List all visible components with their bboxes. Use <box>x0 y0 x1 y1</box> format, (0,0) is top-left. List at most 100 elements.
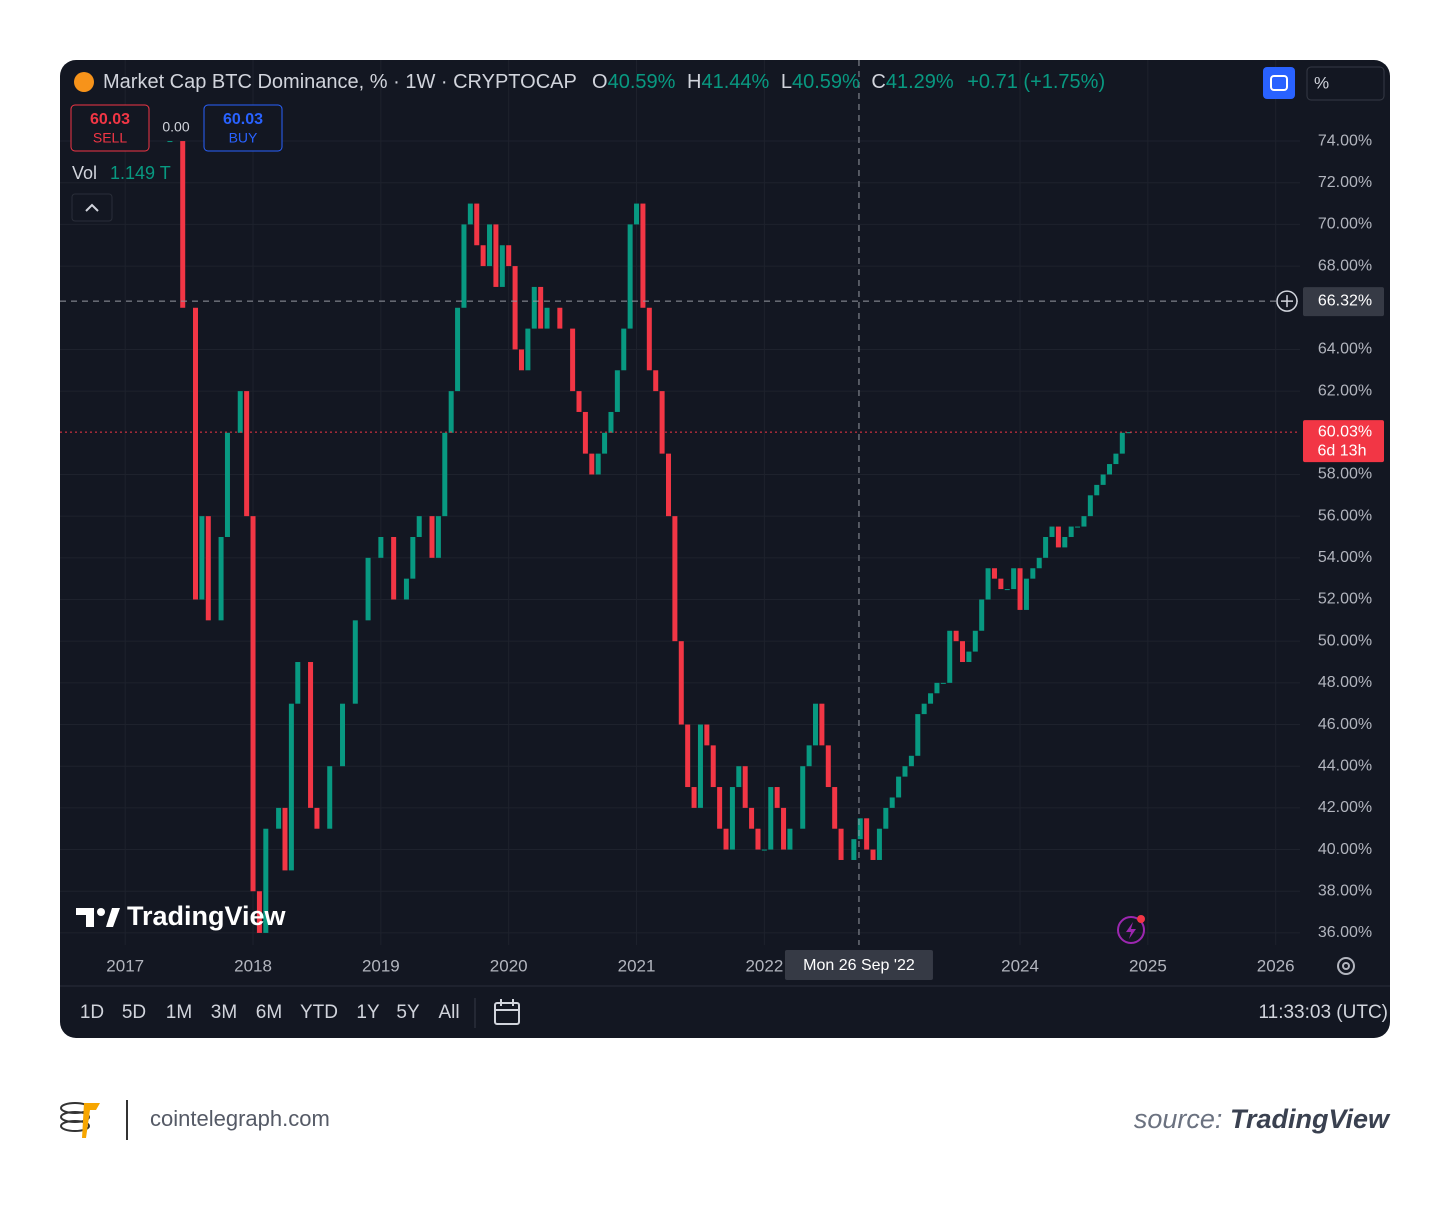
y-tick-label: 44.00% <box>1318 757 1372 774</box>
y-tick-label: 40.00% <box>1318 841 1372 858</box>
alert-icon[interactable] <box>1117 916 1145 944</box>
range-button[interactable]: YTD <box>300 1002 338 1023</box>
candle <box>640 203 646 308</box>
candle <box>1081 516 1087 527</box>
candle <box>646 307 652 371</box>
source-name: TradingView <box>1230 1104 1391 1134</box>
compare-button[interactable] <box>1263 67 1295 99</box>
candle <box>327 766 333 829</box>
range-button[interactable]: 5Y <box>396 1002 420 1023</box>
candle <box>614 370 620 412</box>
candle <box>832 787 838 829</box>
calendar-icon[interactable] <box>494 999 520 1025</box>
candle <box>896 776 902 798</box>
x-tick-label: 2020 <box>490 956 528 975</box>
x-tick-label: 2026 <box>1257 956 1295 975</box>
settings-icon[interactable] <box>1337 957 1355 975</box>
ohlc-key: H <box>687 71 701 93</box>
candle <box>870 849 876 860</box>
range-button[interactable]: 1D <box>80 1002 104 1023</box>
candle <box>883 807 889 829</box>
candle <box>416 516 422 537</box>
plot-area <box>167 141 1132 933</box>
candle <box>1043 536 1049 558</box>
scale-field[interactable] <box>1306 66 1385 101</box>
clock: 11:33:03 (UTC) <box>1258 1002 1388 1023</box>
candle <box>697 724 703 808</box>
collapse-button[interactable] <box>71 193 113 222</box>
coin-icon <box>74 72 94 92</box>
candle <box>518 349 524 371</box>
overlay: 60.03% 6d 13h 66.32% Mon 26 Sep '22 <box>60 60 1384 980</box>
x-tick-label: 2019 <box>362 956 400 975</box>
range-button[interactable]: 1M <box>166 1002 192 1023</box>
candle <box>774 787 780 808</box>
y-tick-label: 74.00% <box>1318 132 1372 149</box>
range-button[interactable]: 1Y <box>356 1002 380 1023</box>
candle <box>908 755 914 767</box>
candle <box>314 807 320 829</box>
cointelegraph-logo <box>60 1102 100 1138</box>
candle <box>889 797 895 808</box>
candle <box>295 662 301 704</box>
x-axis: 2017 2018 2019 2020 2021 2022 2024 2025 2026 <box>106 956 1294 975</box>
buy-button[interactable] <box>203 104 283 152</box>
candle <box>602 432 608 454</box>
y-tick-label: 72.00% <box>1318 174 1372 191</box>
candle <box>378 536 384 558</box>
candle <box>819 703 825 746</box>
candle <box>1126 432 1132 434</box>
candle <box>467 203 473 225</box>
candle <box>1107 464 1113 475</box>
candle <box>1049 526 1055 537</box>
candle <box>781 807 787 850</box>
candle <box>199 516 205 600</box>
y-tick-label: 48.00% <box>1318 674 1372 691</box>
candle <box>960 641 966 663</box>
candle <box>934 682 940 694</box>
candle <box>825 745 831 788</box>
range-button[interactable]: 3M <box>211 1002 237 1023</box>
candle <box>1036 557 1042 569</box>
candle <box>928 693 934 704</box>
candle <box>653 370 659 392</box>
candle <box>218 536 224 621</box>
candle <box>276 807 282 829</box>
candle <box>410 536 416 579</box>
candle <box>455 307 461 392</box>
candle <box>1119 432 1125 454</box>
scale-mode: % <box>1314 73 1329 92</box>
ohlc-key: O <box>592 71 608 93</box>
alert-bolt <box>1126 922 1136 939</box>
candle <box>435 516 441 558</box>
crosshair-y-label: 66.32% <box>1318 292 1372 309</box>
range-button[interactable]: 6M <box>256 1002 282 1023</box>
ohlc-key: C <box>871 71 885 93</box>
range-button[interactable]: All <box>438 1002 459 1023</box>
sell-button[interactable] <box>70 104 150 152</box>
settings-icon-core <box>1342 962 1350 970</box>
candle <box>506 245 512 267</box>
candle <box>1004 589 1010 591</box>
candle <box>621 328 627 371</box>
candle <box>576 391 582 412</box>
candle <box>493 224 499 287</box>
candle <box>557 307 563 329</box>
candle <box>991 568 997 579</box>
candle <box>685 724 691 788</box>
range-button[interactable]: 5D <box>122 1002 146 1023</box>
chart-card <box>60 60 1390 1038</box>
candle <box>487 224 493 267</box>
candle <box>263 828 269 933</box>
candle <box>352 620 358 704</box>
candle <box>193 307 199 600</box>
candle <box>627 224 633 329</box>
y-tick-label: 46.00% <box>1318 716 1372 733</box>
candle <box>595 453 601 475</box>
candle <box>723 828 729 850</box>
ohlc-value: 40.59% <box>792 71 860 93</box>
candle <box>250 516 256 892</box>
candle <box>512 266 518 350</box>
x-tick-label: 2018 <box>234 956 272 975</box>
